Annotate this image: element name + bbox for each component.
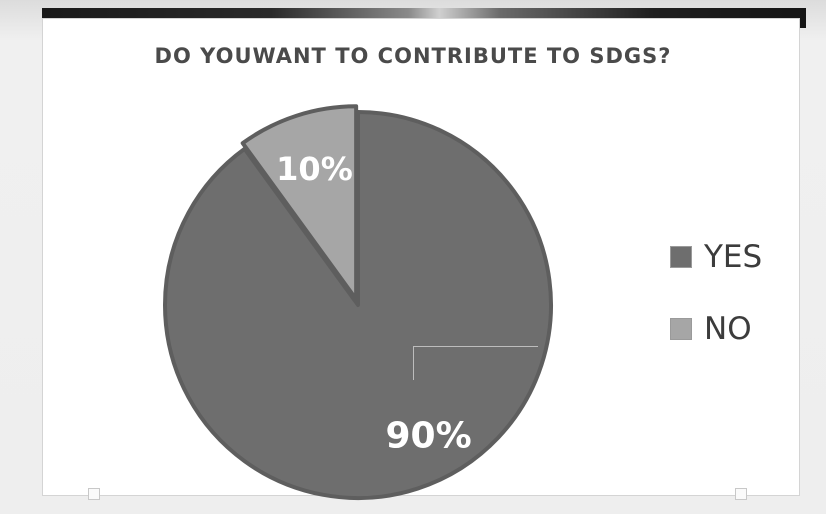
legend-swatch-yes <box>670 246 692 268</box>
pie-slice-yes <box>163 110 553 500</box>
data-label-yes: 90% <box>386 415 472 456</box>
legend-swatch-no <box>670 318 692 340</box>
chart-legend: YES NO <box>670 234 762 378</box>
corner-handle <box>735 488 747 500</box>
legend-label-yes: YES <box>704 239 763 275</box>
overlay-box <box>413 346 538 380</box>
legend-label-no: NO <box>704 311 752 347</box>
data-label-no: 10% <box>276 150 353 188</box>
legend-item-no: NO <box>670 306 762 352</box>
pie-slice-no <box>240 104 359 302</box>
legend-item-yes: YES <box>670 234 762 280</box>
chart-title: DO YOUWANT TO CONTRIBUTE TO SDGS? <box>154 44 672 68</box>
corner-handle <box>88 488 100 500</box>
